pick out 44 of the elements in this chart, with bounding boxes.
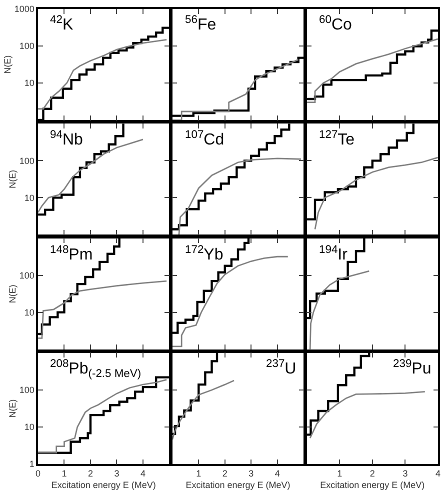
x-tick-label: 3	[248, 468, 254, 479]
x-axis-title: Excitation energy E (MeV)	[320, 480, 425, 490]
chart-title: $^{107}$Cd	[185, 129, 224, 149]
y-tick-label: 100	[19, 41, 34, 52]
chart-title: $^{60}$Co	[319, 14, 352, 34]
y-tick-label: 10	[24, 307, 34, 318]
y-axis-title: N(E)	[7, 170, 18, 188]
y-tick-label: 10	[24, 78, 34, 88]
y-axis-title: N(E)	[7, 399, 18, 418]
x-tick-label: 4	[435, 468, 441, 479]
y-axis-title: N(E)	[2, 55, 12, 74]
chart-title: $^{56}$Fe	[185, 14, 216, 34]
x-tick-label: 4	[274, 468, 280, 479]
x-tick-label: 2	[370, 468, 375, 479]
chart-title: $^{94}$Nb	[50, 129, 84, 149]
x-axis-title: Excitation energy E (MeV)	[51, 480, 156, 490]
chart-title: $^{237}$U	[266, 358, 296, 378]
line-series	[38, 280, 168, 339]
y-tick-label: 10	[24, 422, 34, 432]
y-tick-label: 1	[29, 459, 34, 470]
y-axis-title: N(E)	[7, 284, 18, 304]
x-tick-label: 1	[196, 468, 202, 479]
y-tick-label: 10	[24, 192, 34, 203]
x-tick-label: 2	[88, 468, 93, 479]
x-tick-label: 3	[114, 468, 120, 479]
x-tick-label: 1	[62, 468, 67, 479]
x-tick-label: 0	[35, 468, 41, 479]
y-tick-label: 100	[19, 385, 34, 396]
chart-title: $^{239}$Pu	[393, 358, 432, 378]
chart-title: $^{172}$Yb	[185, 244, 224, 264]
y-tick-label: 100	[19, 270, 34, 280]
x-tick-label: 3	[402, 468, 408, 479]
y-tick-label: 1000	[14, 4, 34, 14]
chart-title: $^{127}$Te	[319, 129, 355, 149]
x-tick-label: 4	[140, 468, 146, 479]
x-axis-title: Excitation energy E (MeV)	[186, 480, 290, 490]
chart-title: $^{148}$Pm	[50, 244, 93, 264]
chart-title: $^{194}$Ir	[319, 244, 348, 264]
x-tick-label: 1	[337, 468, 342, 479]
x-tick-label: 2	[222, 468, 228, 479]
y-tick-label: 100	[19, 156, 34, 166]
text: $^{208}$Pb$_{(-2.5 MeV)}$	[50, 358, 142, 380]
chart-title: $^{42}$K	[50, 14, 74, 34]
line-series	[38, 39, 168, 110]
